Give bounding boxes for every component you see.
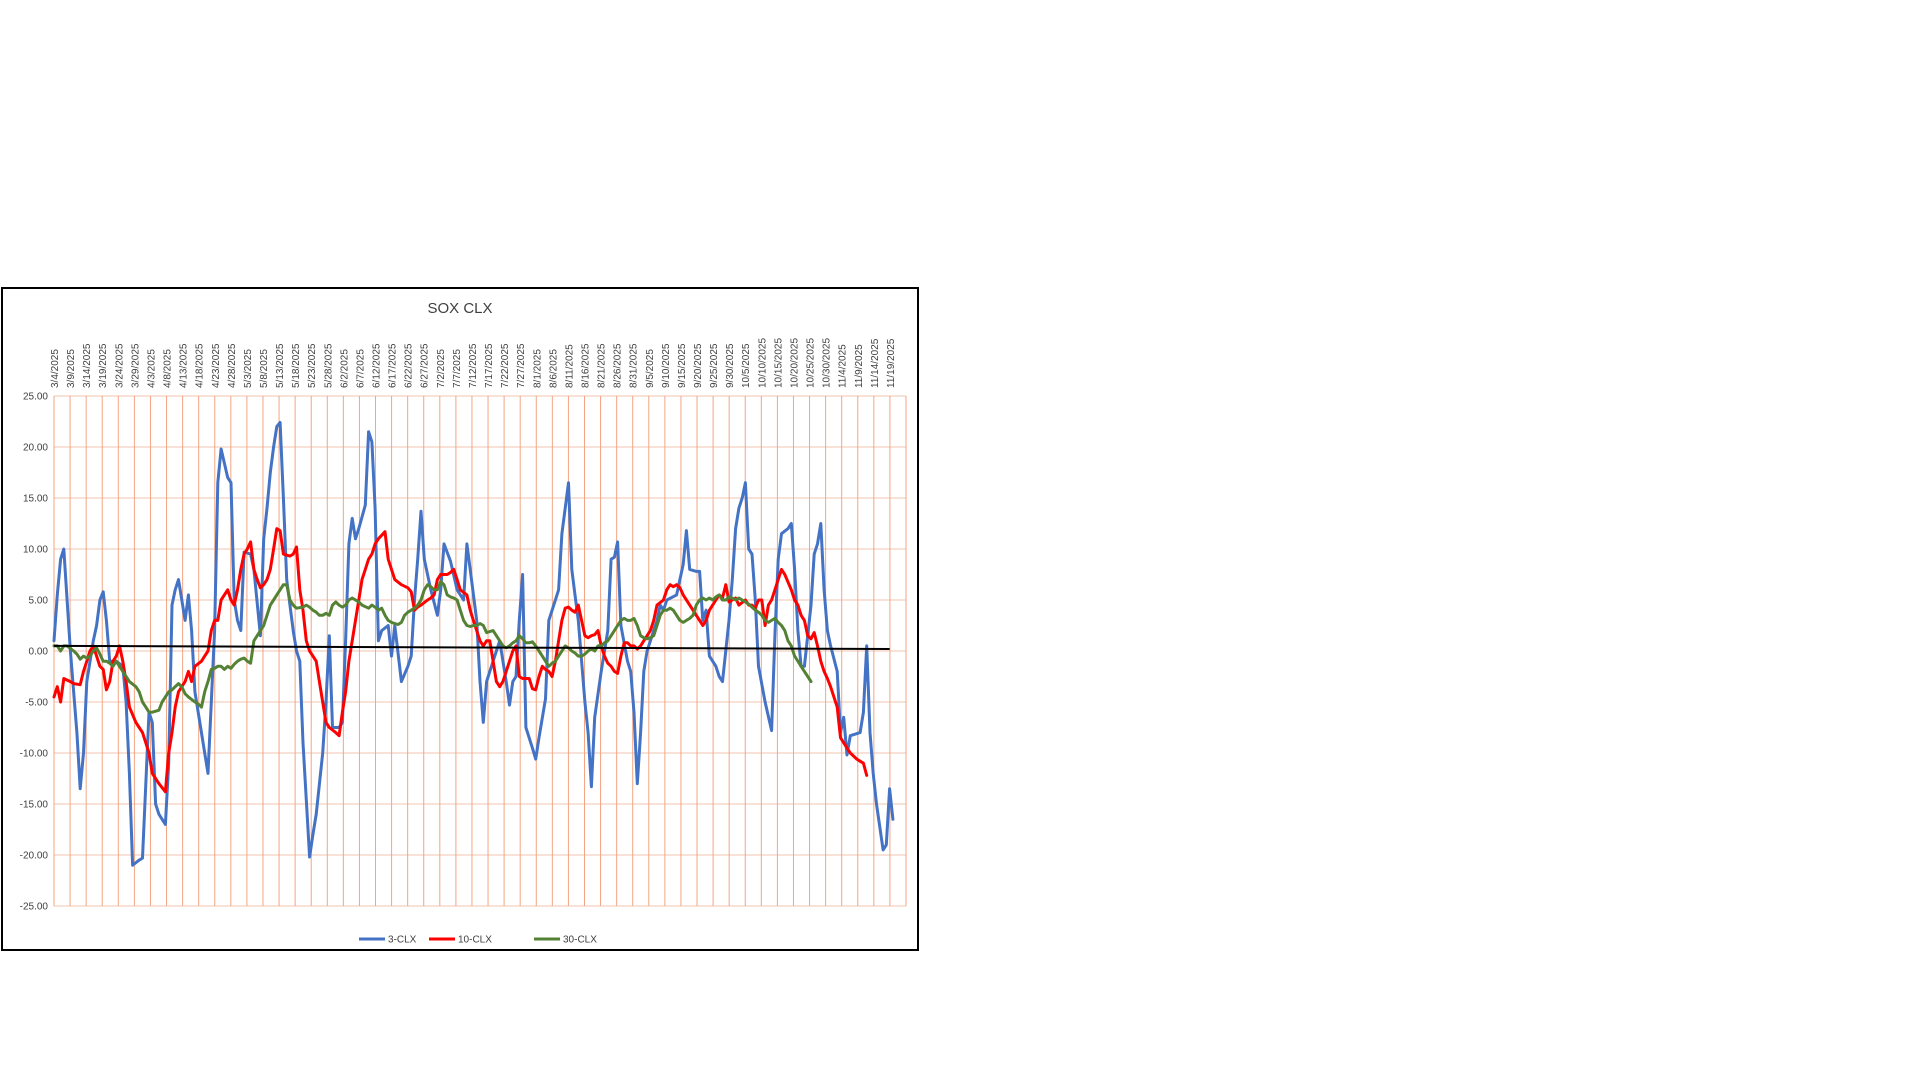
legend-label: 30-CLX — [563, 935, 597, 946]
x-tick-label: 10/5/2025 — [741, 343, 752, 388]
y-axis-labels: 25.00 20.00 15.00 10.00 5.00 0.00 -5.00 -10.00 -… — [20, 392, 49, 913]
series-line-3-clx — [52, 421, 895, 867]
x-tick-label: 10/25/2025 — [806, 338, 817, 388]
x-tick-label: 6/27/2025 — [420, 343, 431, 388]
baseline — [53, 644, 890, 650]
y-tick-label: 5.00 — [29, 596, 49, 607]
chart-title: SOX CLX — [427, 300, 492, 317]
x-tick-label: 4/28/2025 — [227, 343, 238, 388]
series-line-30-clx — [52, 580, 813, 714]
x-tick-label: 6/22/2025 — [404, 343, 415, 388]
legend-label: 3-CLX — [388, 935, 417, 946]
x-tick-label: 5/13/2025 — [275, 343, 286, 388]
y-tick-label: 0.00 — [29, 647, 49, 658]
x-tick-label: 8/16/2025 — [580, 343, 591, 388]
x-tick-label: 6/12/2025 — [372, 343, 383, 388]
x-tick-label: 9/15/2025 — [677, 343, 688, 388]
x-tick-label: 4/13/2025 — [179, 343, 190, 388]
x-tick-label: 3/19/2025 — [98, 343, 109, 388]
x-tick-label: 6/17/2025 — [388, 343, 399, 388]
x-tick-label: 4/18/2025 — [195, 343, 206, 388]
x-tick-label: 10/10/2025 — [757, 338, 768, 388]
x-tick-label: 11/14/2025 — [870, 338, 881, 388]
x-tick-label: 3/9/2025 — [66, 349, 77, 388]
x-tick-label: 5/28/2025 — [323, 343, 334, 388]
x-tick-label: 5/8/2025 — [259, 349, 270, 388]
x-tick-label: 9/5/2025 — [645, 349, 656, 388]
x-tick-label: 9/25/2025 — [709, 343, 720, 388]
x-tick-label: 8/6/2025 — [548, 349, 559, 388]
x-tick-label: 3/14/2025 — [82, 343, 93, 388]
x-tick-label: 7/22/2025 — [500, 343, 511, 388]
x-tick-label: 3/29/2025 — [130, 343, 141, 388]
x-tick-label: 7/2/2025 — [436, 349, 447, 388]
y-tick-label: -25.00 — [20, 902, 49, 913]
sox-clx-chart: 25.00 20.00 15.00 10.00 5.00 0.00 -5.00 -10.00 -… — [20, 300, 907, 946]
x-tick-label: 8/11/2025 — [564, 344, 575, 388]
y-tick-label: -5.00 — [25, 698, 48, 709]
chart-container: 25.00 20.00 15.00 10.00 5.00 0.00 -5.00 -10.00 -… — [1, 287, 919, 951]
x-tick-label: 9/10/2025 — [661, 343, 672, 388]
legend-label: 10-CLX — [458, 935, 492, 946]
x-tick-label: 7/7/2025 — [452, 349, 463, 388]
y-tick-label: -10.00 — [20, 749, 49, 760]
y-tick-label: 20.00 — [23, 443, 48, 454]
y-tick-label: 10.00 — [23, 545, 48, 556]
x-tick-label: 8/26/2025 — [613, 343, 624, 388]
y-tick-label: 15.00 — [23, 494, 48, 505]
x-tick-label: 4/3/2025 — [146, 349, 157, 388]
x-tick-label: 8/21/2025 — [597, 343, 608, 388]
x-tick-label: 4/8/2025 — [163, 349, 174, 388]
legend: 3-CLX 10-CLX 30-CLX — [359, 935, 597, 946]
x-tick-label: 8/1/2025 — [532, 349, 543, 388]
x-tick-label: 7/12/2025 — [468, 343, 479, 388]
y-tick-label: -20.00 — [20, 851, 49, 862]
x-tick-label: 7/27/2025 — [516, 343, 527, 388]
x-tick-label: 11/19/2025 — [886, 338, 897, 388]
x-tick-label: 9/20/2025 — [693, 343, 704, 388]
x-tick-label: 11/4/2025 — [838, 344, 849, 388]
y-tick-label: 25.00 — [23, 392, 48, 403]
x-tick-label: 10/15/2025 — [773, 338, 784, 388]
x-tick-label: 8/31/2025 — [629, 343, 640, 388]
x-tick-label: 5/3/2025 — [243, 349, 254, 388]
x-tick-label: 10/30/2025 — [822, 338, 833, 388]
x-tick-label: 7/17/2025 — [484, 343, 495, 388]
x-tick-label: 4/23/2025 — [211, 343, 222, 388]
grid — [53, 395, 907, 907]
x-tick-label: 5/23/2025 — [307, 343, 318, 388]
x-tick-label: 10/20/2025 — [789, 338, 800, 388]
x-tick-label: 3/4/2025 — [50, 349, 61, 388]
x-axis-labels: 3/4/2025 3/9/2025 3/14/2025 3/19/2025 3/24/2… — [50, 338, 897, 388]
x-tick-label: 11/9/2025 — [854, 344, 865, 388]
x-tick-label: 5/18/2025 — [291, 343, 302, 388]
x-tick-label: 6/2/2025 — [339, 349, 350, 388]
x-tick-label: 3/24/2025 — [114, 343, 125, 388]
y-tick-label: -15.00 — [20, 800, 49, 811]
x-tick-label: 6/7/2025 — [355, 349, 366, 388]
x-tick-label: 9/30/2025 — [725, 343, 736, 388]
series-line-10-clx — [52, 527, 869, 794]
series-lines — [52, 421, 895, 867]
zero-baseline — [53, 644, 890, 650]
